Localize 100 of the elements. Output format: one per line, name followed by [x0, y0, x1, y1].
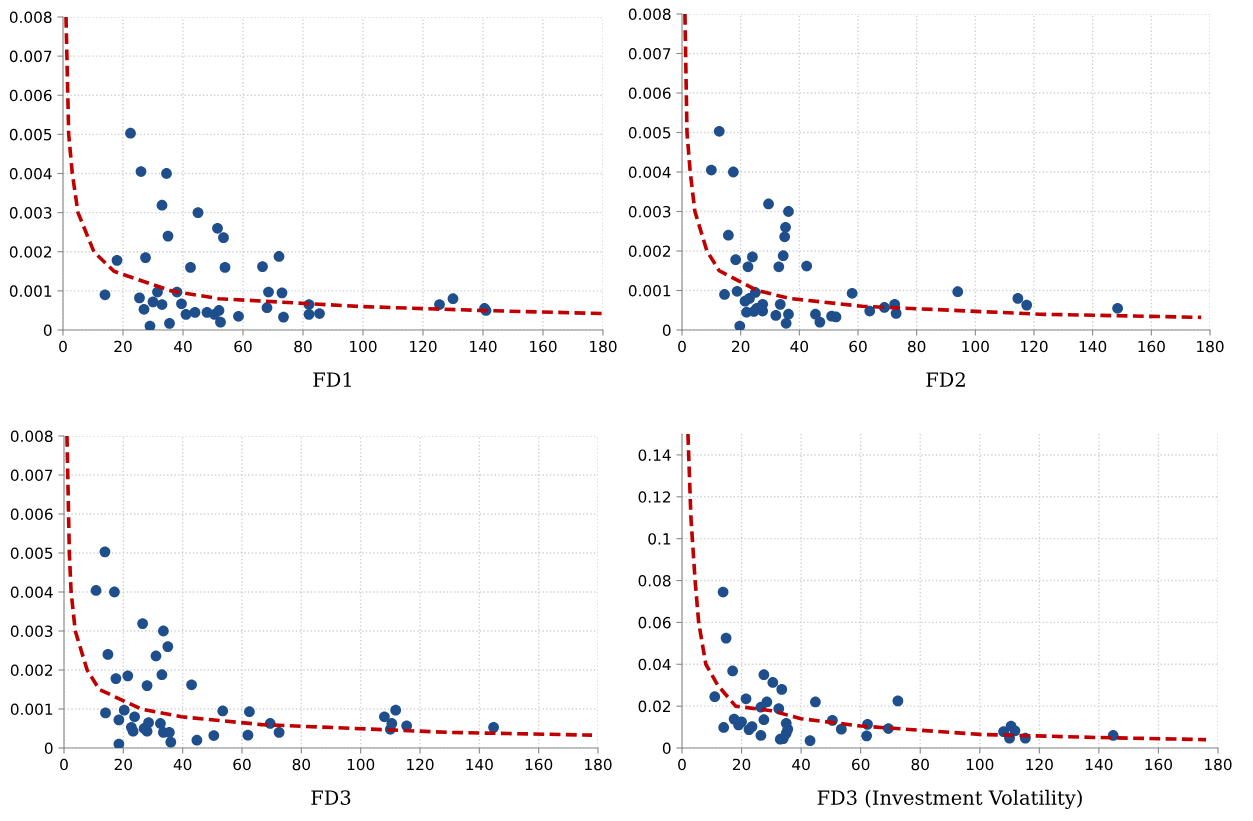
point	[709, 691, 721, 703]
point	[215, 316, 226, 328]
x-tick-label: 140	[470, 340, 497, 353]
point	[233, 310, 244, 322]
x-tick-label: 140	[1079, 340, 1107, 353]
point	[740, 693, 752, 705]
point	[217, 705, 229, 717]
y-tick-label: 0.006	[10, 508, 53, 521]
x-tick-label: 160	[525, 758, 553, 771]
point	[113, 738, 125, 748]
y-tick-label: 0.002	[9, 246, 52, 258]
point	[718, 722, 730, 733]
point	[705, 164, 717, 176]
point	[122, 670, 134, 682]
point	[257, 261, 268, 272]
point	[263, 286, 274, 298]
x-axis-title: FD1	[313, 372, 351, 387]
point	[135, 166, 147, 177]
point	[165, 736, 177, 748]
point	[180, 308, 192, 320]
point	[162, 230, 174, 242]
point	[143, 717, 154, 729]
point	[156, 199, 168, 211]
y-tick-label: 0.008	[628, 8, 671, 21]
x-tick-label: 60	[852, 758, 870, 771]
line-series	[686, 434, 1208, 742]
point	[261, 302, 273, 314]
y-tick-label: 0.003	[10, 625, 53, 638]
point	[186, 679, 197, 691]
x-tick-label: 0	[678, 340, 686, 353]
point	[102, 649, 114, 660]
point	[1112, 302, 1123, 314]
point	[804, 735, 816, 747]
x-tick-label: 80	[292, 758, 311, 771]
point	[156, 669, 168, 681]
y-tick-label: 0	[43, 324, 52, 337]
y-tick-label: 0.007	[10, 469, 53, 482]
y-tick-label: 0.005	[10, 547, 53, 560]
point	[164, 317, 175, 329]
x-tick-label: 160	[1145, 758, 1173, 771]
point	[100, 707, 111, 719]
point	[111, 254, 123, 266]
point	[770, 310, 782, 321]
y-tick-label: 0.08	[638, 575, 671, 587]
y-tick-label: 0.003	[9, 207, 52, 219]
y-tick-label: 0.001	[628, 284, 671, 297]
point	[390, 704, 402, 716]
point	[213, 305, 225, 316]
point	[303, 308, 315, 320]
point	[727, 665, 738, 677]
y-tick-label: 0.006	[9, 89, 52, 102]
point	[1021, 299, 1033, 311]
x-tick-label: 40	[174, 340, 192, 353]
y-tick-label: 0.008	[10, 430, 53, 443]
y-tick-label: 0.12	[638, 491, 671, 503]
point	[156, 299, 168, 310]
y-tick-label: 0.02	[638, 700, 671, 713]
point	[776, 684, 788, 695]
y-tick-label: 0.008	[9, 11, 52, 24]
x-tick-label: 60	[849, 340, 867, 353]
point	[742, 261, 754, 273]
y-tick-label: 0.006	[628, 87, 671, 100]
x-tick-label: 180	[585, 758, 612, 771]
point	[134, 292, 145, 304]
y-tick-label: 0.1	[648, 533, 671, 545]
x-tick-label: 0	[60, 758, 68, 771]
y-tick-label: 0.007	[628, 47, 671, 60]
point	[144, 320, 156, 330]
point	[810, 308, 821, 320]
point	[189, 307, 201, 318]
x-tick-label: 40	[790, 340, 809, 353]
y-tick-label: 0.14	[638, 449, 671, 461]
x-tick-label: 0	[59, 340, 67, 353]
point	[719, 289, 730, 300]
point	[158, 625, 169, 637]
y-tick-label: 0.002	[628, 245, 671, 258]
point	[780, 317, 792, 329]
point	[162, 641, 174, 652]
point	[129, 711, 140, 723]
y-tick-label: 0.005	[628, 126, 671, 139]
x-axis-title: FD3 (Investment Volatility)	[817, 789, 1082, 809]
point	[379, 711, 390, 723]
x-tick-label: 160	[530, 340, 557, 353]
point	[99, 546, 111, 558]
x-tick-label: 120	[1026, 758, 1053, 771]
point	[722, 229, 734, 241]
x-tick-label: 80	[911, 758, 929, 771]
point	[814, 316, 826, 328]
x-tick-label: 100	[350, 340, 377, 353]
point	[140, 252, 151, 263]
y-tick-label: 0.04	[638, 658, 671, 671]
point	[218, 232, 229, 244]
y-tick-label: 0.06	[638, 616, 671, 629]
point	[99, 289, 111, 301]
point	[731, 285, 743, 297]
x-tick-label: 120	[407, 758, 434, 771]
point	[147, 296, 159, 308]
point	[176, 298, 187, 310]
point	[273, 727, 285, 738]
point	[747, 251, 758, 263]
